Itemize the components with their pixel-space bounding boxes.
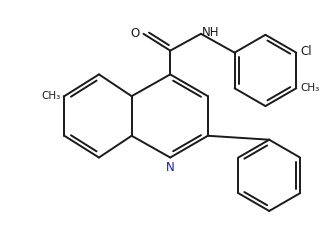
Text: Cl: Cl bbox=[300, 45, 312, 58]
Text: CH₃: CH₃ bbox=[300, 83, 319, 93]
Text: O: O bbox=[130, 27, 140, 40]
Text: CH₃: CH₃ bbox=[41, 91, 60, 101]
Text: N: N bbox=[166, 160, 175, 173]
Text: NH: NH bbox=[202, 26, 219, 39]
